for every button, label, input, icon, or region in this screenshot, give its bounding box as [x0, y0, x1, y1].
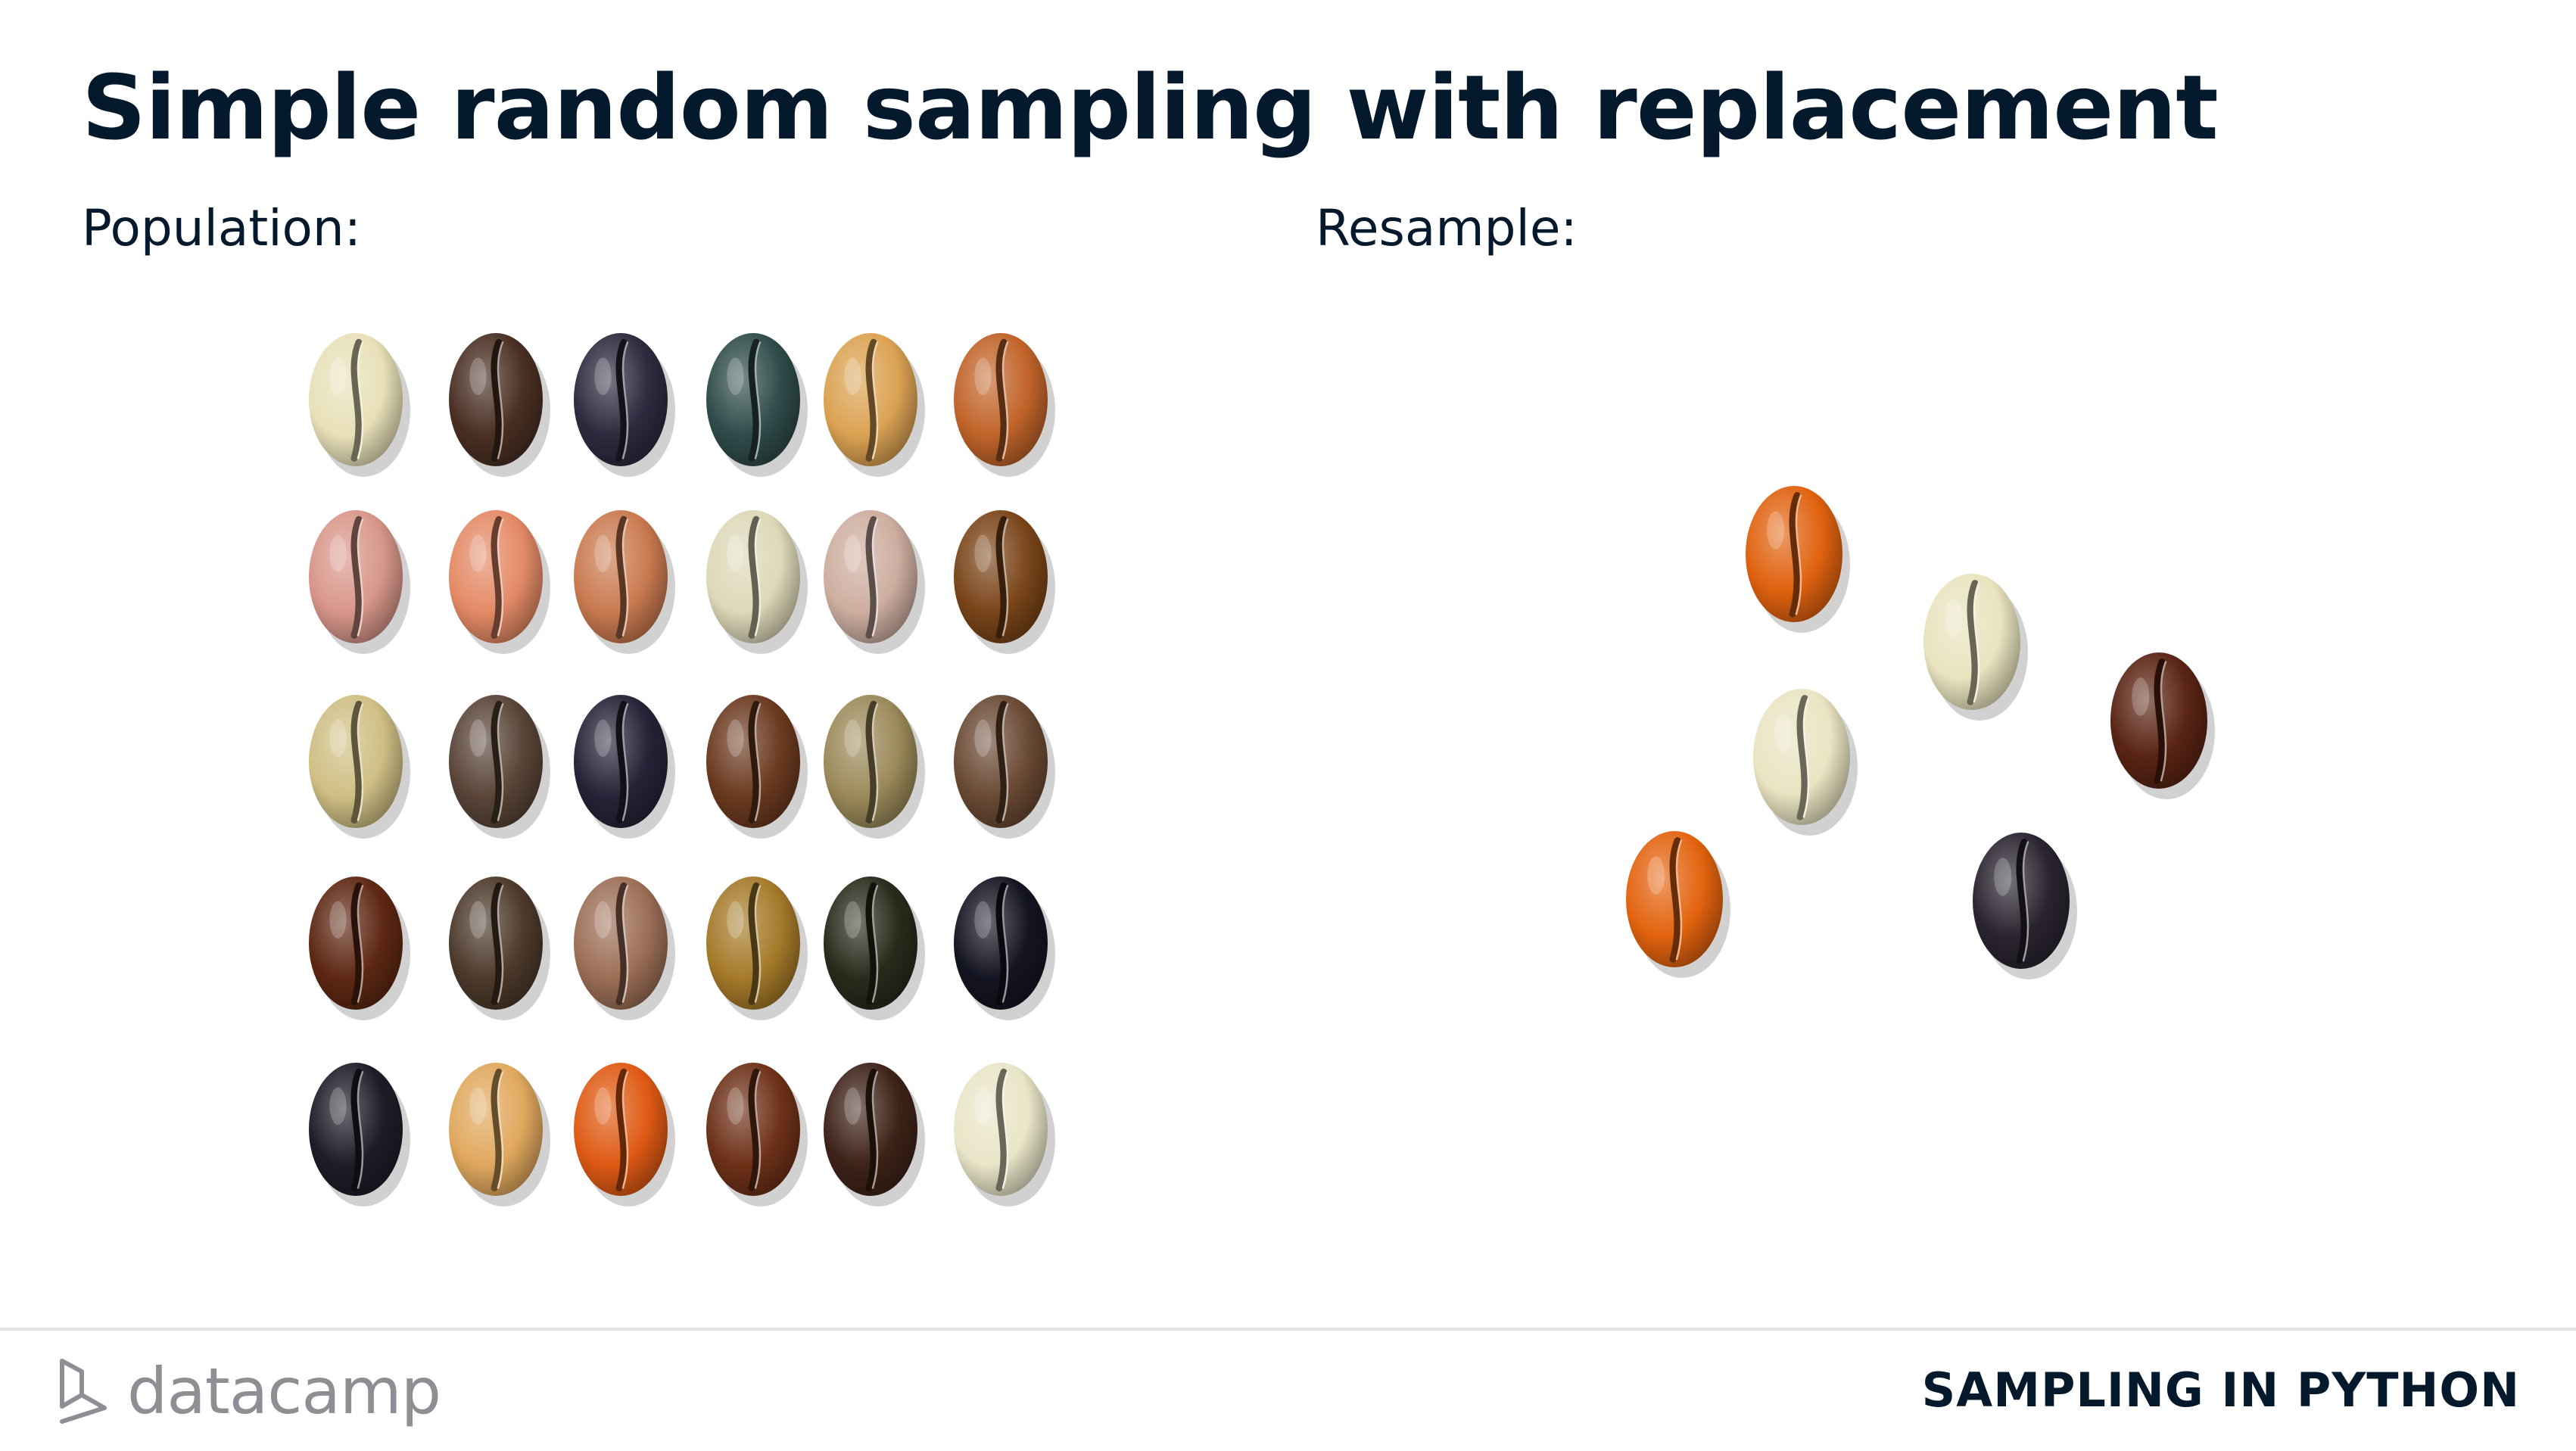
population-bean — [309, 877, 410, 1020]
population-bean — [449, 877, 550, 1020]
resample-bean — [1923, 574, 2028, 721]
population-bean — [574, 877, 675, 1020]
population-bean — [706, 695, 808, 839]
course-name: SAMPLING IN PYTHON — [1921, 1362, 2520, 1418]
population-bean — [449, 1063, 550, 1207]
population-bean — [449, 695, 550, 839]
population-bean — [574, 695, 675, 839]
population-bean — [824, 333, 925, 477]
population-bean — [954, 510, 1055, 654]
population-bean — [954, 695, 1055, 839]
population-label: Population: — [82, 199, 361, 257]
resample-bean — [1973, 833, 2077, 979]
resample-label: Resample: — [1316, 199, 1578, 257]
population-bean — [309, 333, 410, 477]
population-bean — [954, 333, 1055, 477]
population-bean — [309, 510, 410, 654]
population-bean — [706, 510, 808, 654]
brand-name: datacamp — [127, 1354, 441, 1428]
population-bean-grid — [309, 333, 1055, 1207]
population-bean — [574, 1063, 675, 1207]
population-bean — [954, 1063, 1055, 1207]
population-bean — [574, 333, 675, 477]
resample-bean — [1626, 831, 1730, 978]
resample-bean — [1753, 689, 1858, 836]
slide-title: Simple random sampling with replacement — [82, 55, 2219, 160]
population-bean — [824, 510, 925, 654]
population-bean — [954, 877, 1055, 1020]
population-bean — [309, 695, 410, 839]
resample-bean-group — [1626, 486, 2215, 979]
population-bean — [824, 877, 925, 1020]
footer-divider — [0, 1328, 2576, 1331]
population-bean — [706, 333, 808, 477]
population-bean — [449, 510, 550, 654]
resample-bean — [1746, 486, 1850, 633]
population-bean — [449, 333, 550, 477]
resample-bean — [2110, 652, 2215, 799]
population-bean — [706, 877, 808, 1020]
population-bean — [574, 510, 675, 654]
population-bean — [309, 1063, 410, 1207]
datacamp-logo-icon — [60, 1359, 107, 1424]
population-bean — [824, 695, 925, 839]
datacamp-logo: datacamp — [51, 1346, 441, 1437]
population-bean — [706, 1063, 808, 1207]
population-bean — [824, 1063, 925, 1207]
